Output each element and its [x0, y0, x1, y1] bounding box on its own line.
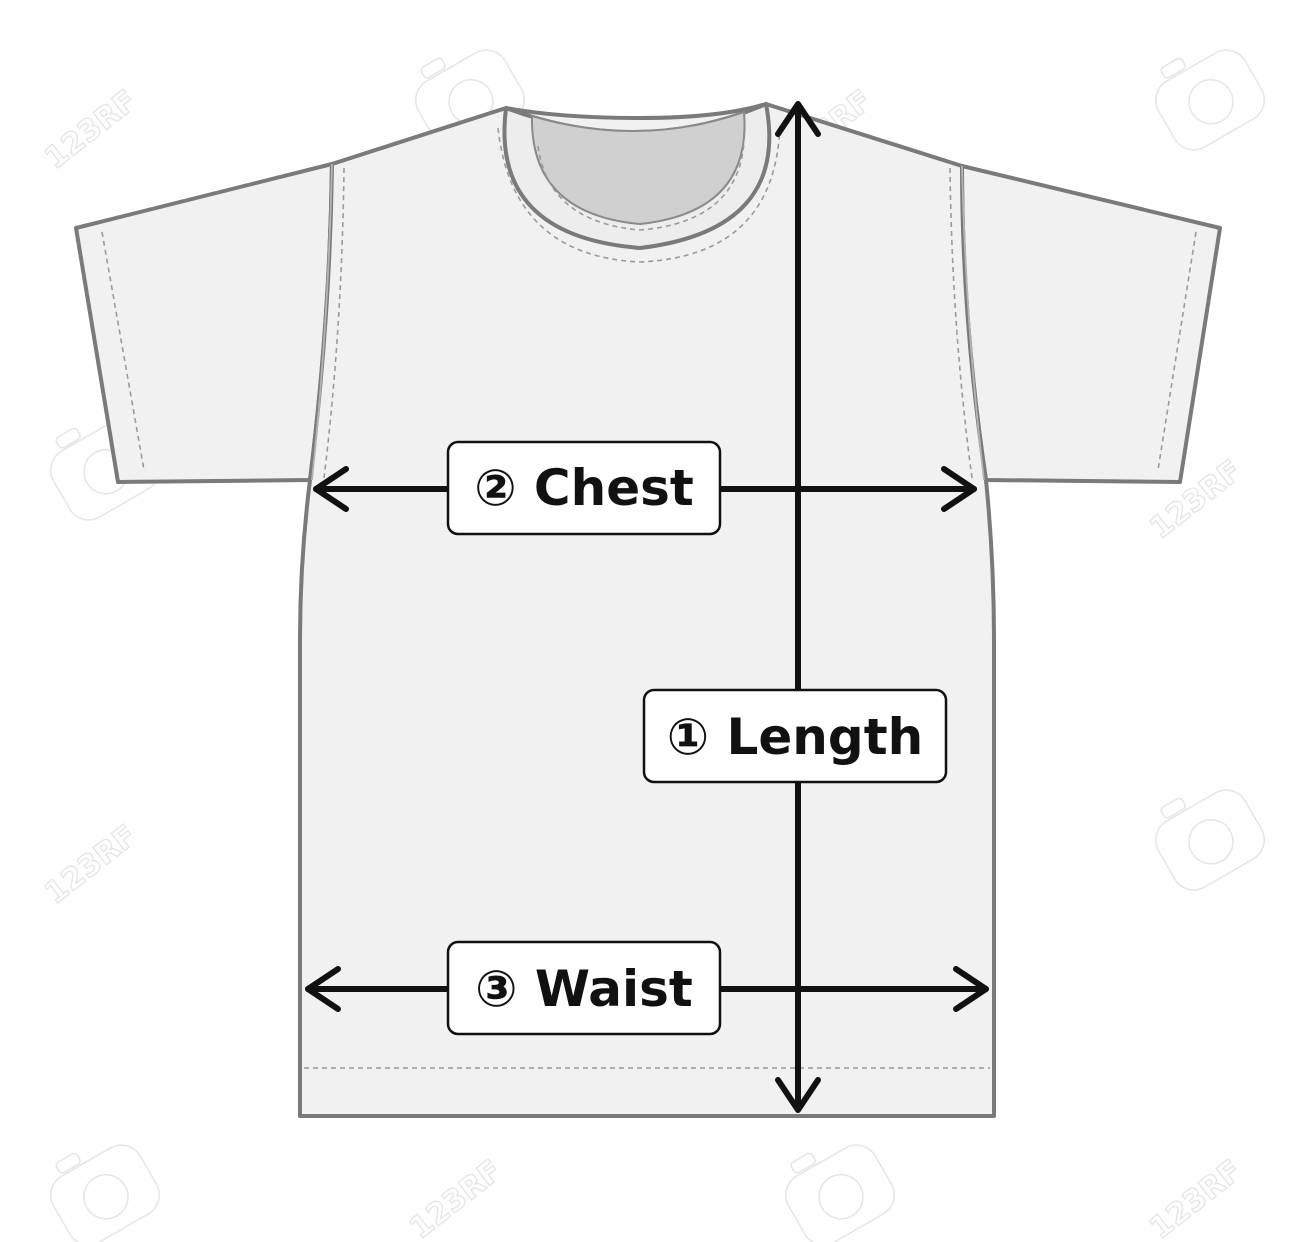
chest-arrow-head-left	[313, 466, 349, 512]
length-measurement	[775, 101, 821, 1113]
waist-arrow-head-left	[305, 966, 341, 1012]
waist-label: ③ Waist	[446, 940, 722, 1036]
length-label-box	[642, 688, 948, 784]
left-sleeve-hem-stitch	[101, 231, 145, 471]
chest-arrow-head-right	[941, 466, 977, 512]
watermark-text: 123RF	[1143, 1153, 1248, 1242]
watermark-camera-icon	[34, 1124, 169, 1242]
right-sleeve-hem-stitch	[1157, 231, 1197, 471]
right-armhole-stitch	[949, 167, 973, 479]
inner-collar	[530, 110, 746, 226]
length-label-text: ① Length	[667, 708, 923, 766]
tshirt-illustration	[74, 102, 1222, 1118]
collar-stitch-inner	[537, 141, 745, 231]
length-arrow-head-top	[775, 101, 821, 137]
collar-stitch-outer	[497, 123, 781, 263]
length-label: ① Length	[642, 688, 948, 784]
right-armhole-seam	[961, 165, 985, 481]
shirt-body	[298, 102, 996, 1118]
waist-arrow-head-right	[953, 966, 989, 1012]
watermark-camera-icon	[1139, 29, 1274, 159]
waist-label-text: ③ Waist	[475, 960, 693, 1018]
left-sleeve	[74, 162, 334, 484]
length-arrow-head-bottom	[775, 1077, 821, 1113]
watermark-text: 123RF	[38, 83, 143, 176]
left-armhole-stitch	[323, 167, 345, 479]
watermark-text: 123RF	[38, 818, 143, 911]
watermark-text: 123RF	[403, 1153, 508, 1242]
watermark-camera-icon	[1139, 769, 1274, 899]
watermark-camera-icon	[769, 1124, 904, 1242]
chest-label-text: ② Chest	[474, 459, 694, 517]
chest-label: ② Chest	[446, 440, 722, 536]
chest-label-box	[446, 440, 722, 536]
left-armhole-seam	[311, 163, 333, 481]
waist-label-box	[446, 940, 722, 1036]
